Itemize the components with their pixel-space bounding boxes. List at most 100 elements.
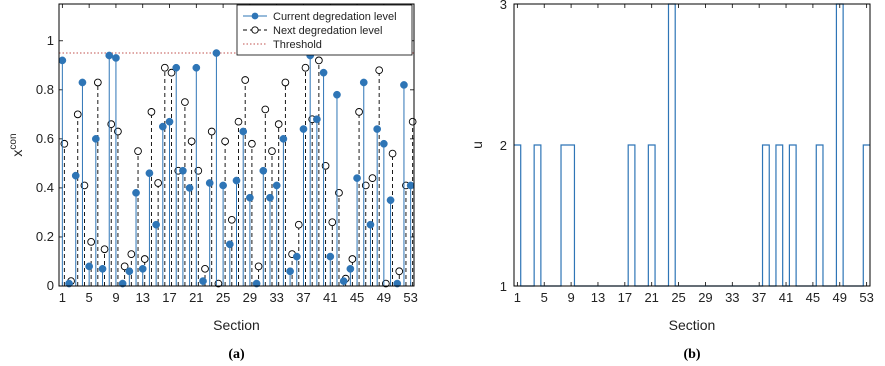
current-degradation-point	[179, 166, 187, 175]
current-degradation-point	[165, 117, 174, 126]
x-tick-label: 29	[243, 290, 257, 305]
current-degradation-point	[118, 279, 127, 288]
next-degradation-point	[388, 149, 397, 158]
next-degradation-point	[241, 76, 250, 84]
y-tick-label: 0	[47, 278, 54, 293]
next-degradation-point	[167, 68, 176, 77]
current-degradation-point	[71, 171, 80, 180]
next-degradation-point	[254, 262, 263, 271]
current-degradation-point	[125, 267, 134, 276]
x-tick-label: 5	[541, 290, 548, 305]
current-degradation-point	[232, 176, 241, 185]
x-tick-label: 53	[403, 290, 417, 305]
next-degradation-point	[154, 179, 162, 187]
next-degradation-point	[328, 218, 337, 227]
current-degradation-point	[98, 264, 107, 273]
next-degradation-point	[140, 255, 149, 263]
current-degradation-point	[346, 264, 355, 273]
current-degradation-point	[266, 193, 274, 202]
next-degradation-point	[147, 108, 156, 116]
current-degradation-point	[299, 125, 308, 133]
current-degradation-point	[192, 63, 201, 72]
current-degradation-point	[112, 54, 120, 62]
x-tick-label: 33	[725, 290, 739, 305]
panel-a-legend: Current degredation level Next degredatio…	[236, 4, 413, 56]
x-tick-label: 9	[567, 290, 574, 305]
next-degradation-point	[368, 174, 377, 182]
current-degradation-point	[313, 115, 321, 124]
next-degradation-point	[248, 139, 256, 148]
legend-current-swatch-marker	[251, 12, 259, 20]
x-tick-label: 17	[618, 290, 632, 305]
current-degradation-point	[326, 252, 335, 261]
current-degradation-point	[373, 125, 382, 133]
next-degradation-point	[261, 105, 270, 114]
current-degradation-point	[380, 139, 388, 148]
next-degradation-point	[227, 215, 236, 224]
next-degradation-point	[355, 108, 363, 116]
next-degradation-point	[93, 78, 102, 87]
panel-b-step-chart: 1 5 9 13 17 21 25 29 33 37 41 45 49 53 123 Section u …	[469, 0, 874, 362]
x-tick-label: 29	[698, 290, 712, 305]
current-degradation-point	[286, 267, 294, 276]
legend-entry-label: Threshold	[273, 39, 322, 51]
panel-b-caption: (b)	[683, 347, 700, 362]
next-degradation-point	[160, 63, 169, 72]
x-tick-label: 9	[112, 290, 119, 305]
current-degradation-point	[205, 179, 214, 187]
current-degradation-point	[138, 264, 147, 273]
current-degradation-point	[105, 51, 114, 60]
panel-b-plot-frame	[513, 3, 871, 287]
y-tick-label: 2	[500, 138, 507, 153]
x-tick-label: 25	[216, 290, 230, 305]
next-degradation-point	[207, 127, 216, 136]
current-degradation-point	[172, 63, 181, 72]
current-degradation-point	[58, 56, 67, 65]
current-degradation-point	[366, 220, 375, 229]
next-degradation-point	[274, 120, 283, 129]
panel-a-y-axis-label-superscript: con	[8, 133, 19, 149]
panel-a-stem-chart: 1 5 9 13 17 21 25 29 33 37 41 45 49 53 0 0.2 0.4 0.6 0.8 1…	[8, 3, 418, 362]
legend-next-swatch-marker	[251, 26, 259, 34]
x-tick-label: 37	[296, 290, 310, 305]
current-degradation-point	[252, 279, 261, 288]
current-degradation-point	[85, 262, 93, 271]
current-degradation-point	[319, 68, 328, 77]
next-degradation-point	[100, 245, 109, 254]
next-degradation-point	[73, 110, 82, 119]
x-tick-label: 25	[671, 290, 685, 305]
panel-b-y-tick-labels: 1 2 3	[500, 0, 507, 294]
current-degradation-point	[359, 78, 368, 87]
next-degradation-point	[127, 250, 136, 258]
next-degradation-series	[60, 56, 417, 288]
x-tick-label: 37	[752, 290, 766, 305]
panel-a-y-axis-label: xcon	[8, 133, 25, 156]
current-degradation-point	[219, 181, 227, 190]
panel-a-plot-frame	[58, 3, 415, 287]
y-tick-label: 0.4	[36, 180, 54, 195]
panel-b-x-axis-label: Section	[669, 317, 716, 333]
next-degradation-point	[134, 147, 142, 155]
legend-entries: Current degredation level Next degredatio…	[243, 11, 397, 51]
next-degradation-point	[395, 267, 404, 276]
next-degradation-point	[315, 56, 323, 65]
x-tick-label: 41	[323, 290, 337, 305]
next-degradation-point	[181, 98, 189, 106]
panel-b-y-axis-label: u	[469, 141, 485, 149]
next-degradation-point	[187, 137, 196, 146]
current-degradation-point	[212, 49, 221, 57]
current-degradation-point	[225, 240, 234, 249]
y-tick-label: 0.6	[36, 131, 54, 146]
next-degradation-point	[294, 220, 303, 229]
x-tick-label: 49	[377, 290, 391, 305]
next-degradation-point	[281, 78, 290, 87]
current-degradation-point	[339, 277, 348, 285]
next-degradation-point	[268, 147, 276, 155]
legend-entry-label: Current degredation level	[273, 11, 397, 23]
current-degradation-point	[353, 174, 361, 182]
x-tick-label: 21	[644, 290, 658, 305]
x-tick-label: 13	[591, 290, 605, 305]
next-degradation-point	[234, 117, 243, 126]
current-degradation-point	[152, 220, 160, 229]
